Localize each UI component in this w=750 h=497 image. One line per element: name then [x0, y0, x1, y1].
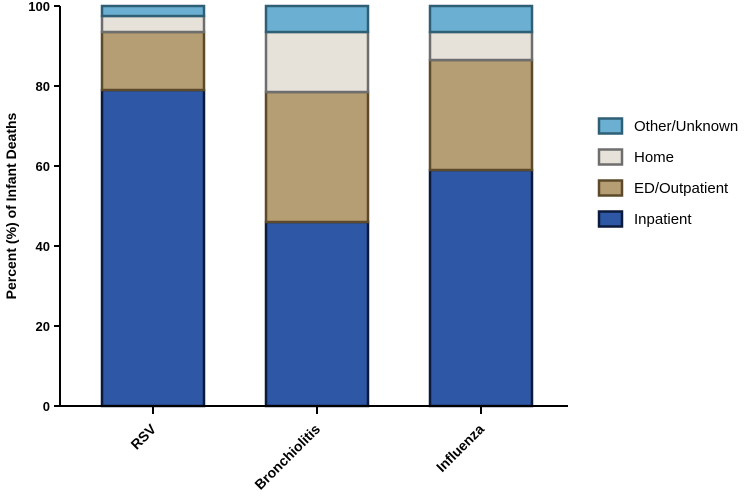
y-axis-title: Percent (%) of Infant Deaths — [3, 112, 19, 299]
bar-rsv-inpatient — [100, 88, 206, 408]
bar-influenza-ed-outpatient — [428, 58, 534, 172]
legend-swatch-ed-outpatient — [597, 179, 624, 197]
x-tick-label-rsv: RSV — [127, 420, 159, 452]
bar-bronchiolitis-other-unknown — [264, 4, 370, 34]
bar-rsv-ed-outpatient — [100, 30, 206, 92]
legend-label-ed-outpatient: ED/Outpatient — [634, 180, 729, 197]
x-tick-label-bronchiolitis: Bronchiolitis — [251, 421, 323, 493]
bars-group — [100, 4, 534, 408]
y-tick-label: 100 — [28, 0, 50, 14]
y-tick-label: 60 — [36, 159, 50, 174]
bar-rsv-other-unknown — [100, 4, 206, 18]
legend-swatch-home — [597, 148, 624, 166]
legend-label-home: Home — [634, 149, 674, 166]
y-tick-label: 40 — [36, 239, 50, 254]
y-axis: 0 20 40 60 80 100 — [28, 0, 61, 414]
y-tick-label: 80 — [36, 79, 50, 94]
bar-influenza-inpatient — [428, 168, 534, 408]
x-tick-label-influenza: Influenza — [433, 421, 487, 475]
bar-bronchiolitis-home — [264, 30, 370, 94]
legend-label-other-unknown: Other/Unknown — [634, 118, 738, 135]
legend-swatch-inpatient — [597, 210, 624, 228]
bar-rsv-home — [100, 14, 206, 34]
bar-bronchiolitis-inpatient — [264, 220, 370, 408]
y-tick-label: 20 — [36, 319, 50, 334]
x-axis: RSV Bronchiolitis Influenza — [60, 405, 568, 493]
legend: Other/Unknown Home ED/Outpatient Inpatient — [597, 117, 738, 228]
legend-label-inpatient: Inpatient — [634, 211, 692, 228]
bar-influenza-home — [428, 30, 534, 62]
legend-swatch-other-unknown — [597, 117, 624, 135]
bar-bronchiolitis-ed-outpatient — [264, 90, 370, 224]
bar-influenza-other-unknown — [428, 4, 534, 34]
y-tick-label: 0 — [43, 399, 50, 414]
